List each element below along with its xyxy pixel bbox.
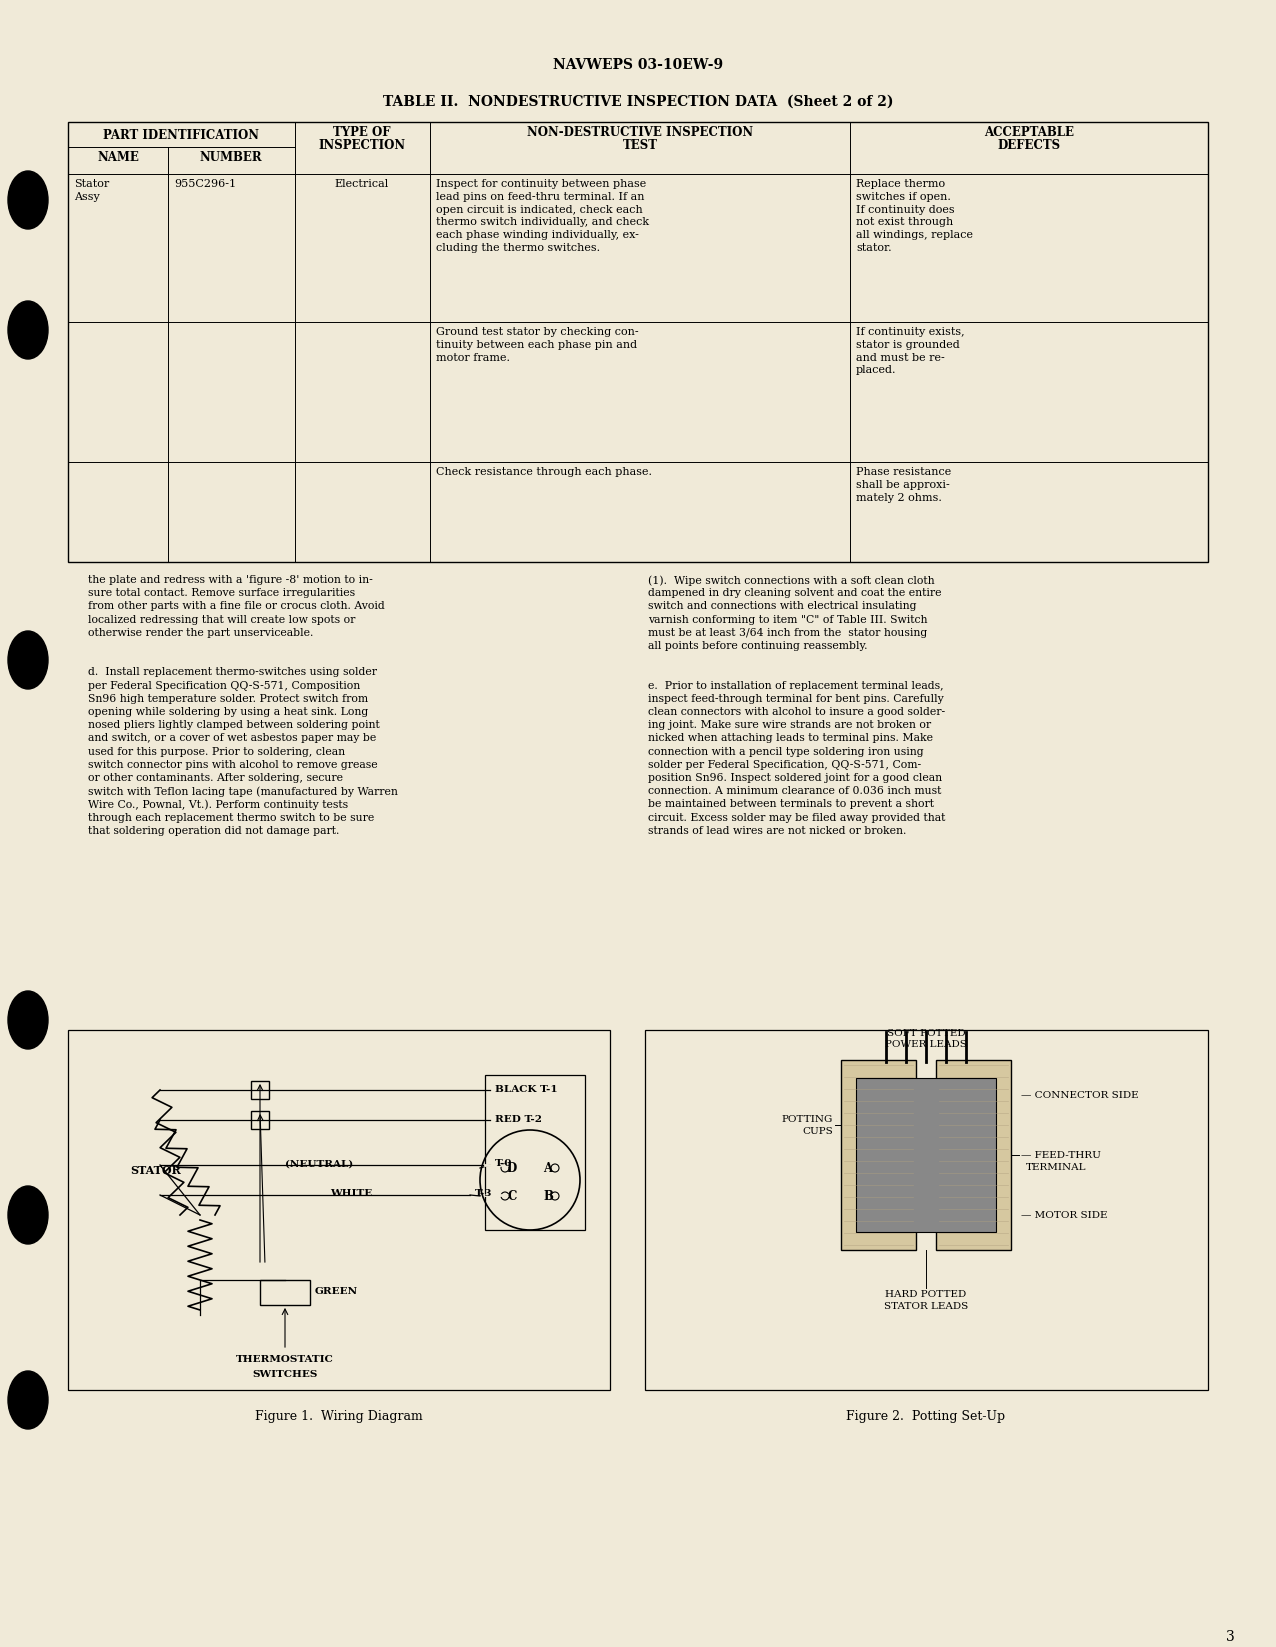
Text: RED T-2: RED T-2 xyxy=(495,1115,542,1123)
Text: Figure 1.  Wiring Diagram: Figure 1. Wiring Diagram xyxy=(255,1410,422,1423)
Text: NON-DESTRUCTIVE INSPECTION: NON-DESTRUCTIVE INSPECTION xyxy=(527,127,753,138)
Text: d.  Install replacement thermo-switches using solder: d. Install replacement thermo-switches u… xyxy=(88,667,376,677)
Ellipse shape xyxy=(8,301,48,359)
Text: Replace thermo
switches if open.
If continuity does
not exist through
all windin: Replace thermo switches if open. If cont… xyxy=(856,180,974,254)
Text: all points before continuing reassembly.: all points before continuing reassembly. xyxy=(648,641,868,651)
Text: 3: 3 xyxy=(1226,1631,1234,1644)
Text: or other contaminants. After soldering, secure: or other contaminants. After soldering, … xyxy=(88,772,343,782)
Text: must be at least 3/64 inch from the  stator housing: must be at least 3/64 inch from the stat… xyxy=(648,628,928,637)
Text: opening while soldering by using a heat sink. Long: opening while soldering by using a heat … xyxy=(88,707,369,716)
Text: Sn96 high temperature solder. Protect switch from: Sn96 high temperature solder. Protect sw… xyxy=(88,693,367,703)
Text: TEST: TEST xyxy=(623,138,657,152)
Text: TERMINAL: TERMINAL xyxy=(1026,1163,1086,1171)
Text: that soldering operation did not damage part.: that soldering operation did not damage … xyxy=(88,825,339,835)
Polygon shape xyxy=(856,1079,997,1232)
Text: NUMBER: NUMBER xyxy=(199,152,263,165)
Text: Figure 2.  Potting Set-Up: Figure 2. Potting Set-Up xyxy=(846,1410,1005,1423)
Polygon shape xyxy=(841,1061,916,1250)
Ellipse shape xyxy=(8,1370,48,1430)
Text: clean connectors with alcohol to insure a good solder-: clean connectors with alcohol to insure … xyxy=(648,707,946,716)
Text: e.  Prior to installation of replacement terminal leads,: e. Prior to installation of replacement … xyxy=(648,680,944,690)
Text: INSPECTION: INSPECTION xyxy=(319,138,406,152)
Text: THERMOSTATIC: THERMOSTATIC xyxy=(236,1355,334,1364)
Text: per Federal Specification QQ-S-571, Composition: per Federal Specification QQ-S-571, Comp… xyxy=(88,680,360,690)
Text: ing joint. Make sure wire strands are not broken or: ing joint. Make sure wire strands are no… xyxy=(648,720,931,730)
Text: BLACK T-1: BLACK T-1 xyxy=(495,1084,558,1094)
Text: nosed pliers lightly clamped between soldering point: nosed pliers lightly clamped between sol… xyxy=(88,720,380,730)
Text: — MOTOR SIDE: — MOTOR SIDE xyxy=(1021,1211,1108,1219)
Text: ACCEPTABLE: ACCEPTABLE xyxy=(984,127,1074,138)
Text: through each replacement thermo switch to be sure: through each replacement thermo switch t… xyxy=(88,812,374,822)
Text: used for this purpose. Prior to soldering, clean: used for this purpose. Prior to solderin… xyxy=(88,746,345,756)
Text: POTTING: POTTING xyxy=(782,1115,833,1125)
Text: Stator
Assy: Stator Assy xyxy=(74,180,110,203)
Text: dampened in dry cleaning solvent and coat the entire: dampened in dry cleaning solvent and coa… xyxy=(648,588,942,598)
Text: D: D xyxy=(507,1161,517,1174)
Text: Wire Co., Pownal, Vt.). Perform continuity tests: Wire Co., Pownal, Vt.). Perform continui… xyxy=(88,799,348,810)
Polygon shape xyxy=(937,1061,1011,1250)
Text: TYPE OF: TYPE OF xyxy=(333,127,390,138)
Text: (1).  Wipe switch connections with a soft clean cloth: (1). Wipe switch connections with a soft… xyxy=(648,575,934,586)
Text: (NEUTRAL): (NEUTRAL) xyxy=(285,1159,353,1168)
Text: Phase resistance
shall be approxi-
mately 2 ohms.: Phase resistance shall be approxi- matel… xyxy=(856,468,951,502)
Text: Ground test stator by checking con-
tinuity between each phase pin and
motor fra: Ground test stator by checking con- tinu… xyxy=(436,328,638,362)
Text: switch with Teflon lacing tape (manufactured by Warren: switch with Teflon lacing tape (manufact… xyxy=(88,786,398,797)
Text: be maintained between terminals to prevent a short: be maintained between terminals to preve… xyxy=(648,799,934,809)
Text: the plate and redress with a 'figure -8' motion to in-: the plate and redress with a 'figure -8'… xyxy=(88,575,373,585)
Text: from other parts with a fine file or crocus cloth. Avoid: from other parts with a fine file or cro… xyxy=(88,601,385,611)
Text: POWER LEADS: POWER LEADS xyxy=(886,1039,967,1049)
Text: sure total contact. Remove surface irregularities: sure total contact. Remove surface irreg… xyxy=(88,588,355,598)
Text: varnish conforming to item "C" of Table III. Switch: varnish conforming to item "C" of Table … xyxy=(648,614,928,624)
Text: B: B xyxy=(544,1189,553,1202)
Text: Inspect for continuity between phase
lead pins on feed-thru terminal. If an
open: Inspect for continuity between phase lea… xyxy=(436,180,649,254)
Text: T-0: T-0 xyxy=(495,1159,513,1168)
Text: NAVWEPS 03-10EW-9: NAVWEPS 03-10EW-9 xyxy=(553,58,723,72)
Ellipse shape xyxy=(8,631,48,688)
Text: GREEN: GREEN xyxy=(315,1288,359,1296)
Text: connection with a pencil type soldering iron using: connection with a pencil type soldering … xyxy=(648,746,924,756)
Text: PART IDENTIFICATION: PART IDENTIFICATION xyxy=(103,128,259,142)
Text: SWITCHES: SWITCHES xyxy=(253,1370,318,1379)
Text: otherwise render the part unserviceable.: otherwise render the part unserviceable. xyxy=(88,628,314,637)
Ellipse shape xyxy=(8,1186,48,1243)
Text: connection. A minimum clearance of 0.036 inch must: connection. A minimum clearance of 0.036… xyxy=(648,786,942,796)
Text: localized redressing that will create low spots or: localized redressing that will create lo… xyxy=(88,614,356,624)
Text: and switch, or a cover of wet asbestos paper may be: and switch, or a cover of wet asbestos p… xyxy=(88,733,376,743)
Text: STATOR: STATOR xyxy=(130,1164,181,1176)
Text: nicked when attaching leads to terminal pins. Make: nicked when attaching leads to terminal … xyxy=(648,733,933,743)
Text: switch connector pins with alcohol to remove grease: switch connector pins with alcohol to re… xyxy=(88,759,378,769)
Ellipse shape xyxy=(8,991,48,1049)
Text: CUPS: CUPS xyxy=(803,1128,833,1136)
Text: HARD POTTED: HARD POTTED xyxy=(886,1290,967,1299)
Text: If continuity exists,
stator is grounded
and must be re-
placed.: If continuity exists, stator is grounded… xyxy=(856,328,965,376)
Text: T-3: T-3 xyxy=(475,1189,493,1199)
Text: Check resistance through each phase.: Check resistance through each phase. xyxy=(436,468,652,478)
Text: switch and connections with electrical insulating: switch and connections with electrical i… xyxy=(648,601,916,611)
Text: — FEED-THRU: — FEED-THRU xyxy=(1021,1151,1101,1159)
Text: strands of lead wires are not nicked or broken.: strands of lead wires are not nicked or … xyxy=(648,825,906,835)
Text: DEFECTS: DEFECTS xyxy=(998,138,1060,152)
Text: inspect feed-through terminal for bent pins. Carefully: inspect feed-through terminal for bent p… xyxy=(648,693,944,703)
Text: STATOR LEADS: STATOR LEADS xyxy=(884,1303,968,1311)
Ellipse shape xyxy=(8,171,48,229)
Text: C: C xyxy=(508,1189,517,1202)
Text: SOFT POTTED: SOFT POTTED xyxy=(887,1029,966,1038)
Text: 955C296-1: 955C296-1 xyxy=(174,180,236,189)
Text: circuit. Excess solder may be filed away provided that: circuit. Excess solder may be filed away… xyxy=(648,812,946,822)
Text: A: A xyxy=(544,1161,553,1174)
Text: Electrical: Electrical xyxy=(334,180,389,189)
Text: NAME: NAME xyxy=(97,152,139,165)
Text: TABLE II.  NONDESTRUCTIVE INSPECTION DATA  (Sheet 2 of 2): TABLE II. NONDESTRUCTIVE INSPECTION DATA… xyxy=(383,96,893,109)
Text: — CONNECTOR SIDE: — CONNECTOR SIDE xyxy=(1021,1090,1138,1100)
Text: position Sn96. Inspect soldered joint for a good clean: position Sn96. Inspect soldered joint fo… xyxy=(648,772,942,782)
Text: solder per Federal Specification, QQ-S-571, Com-: solder per Federal Specification, QQ-S-5… xyxy=(648,759,921,769)
Text: WHITE: WHITE xyxy=(330,1189,373,1199)
